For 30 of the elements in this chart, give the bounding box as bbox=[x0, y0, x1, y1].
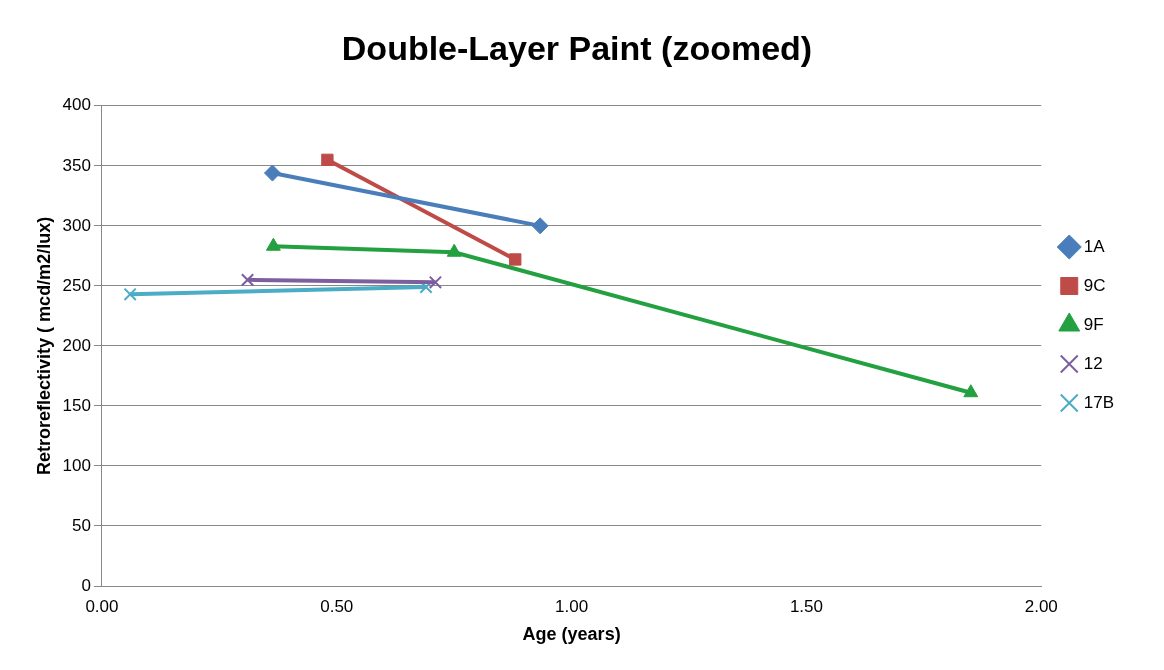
point bbox=[263, 164, 281, 182]
x-tick-label: 2.00 bbox=[1024, 596, 1058, 616]
legend-label: 1A bbox=[1083, 236, 1106, 256]
x-tick-label: 0.50 bbox=[320, 596, 354, 616]
y-tick-label: 400 bbox=[62, 95, 91, 115]
x-tick-label: 1.50 bbox=[789, 596, 823, 616]
point bbox=[428, 275, 443, 289]
point bbox=[963, 384, 979, 398]
legend-label: 12 bbox=[1083, 353, 1103, 373]
point bbox=[509, 253, 522, 266]
legend-label: 9F bbox=[1083, 314, 1104, 334]
point bbox=[531, 217, 549, 235]
y-axis-title: Retroreflectivity ( mcd/m2/lux) bbox=[33, 216, 54, 475]
y-tick-label: 50 bbox=[72, 515, 91, 535]
y-tick-label: 150 bbox=[62, 395, 91, 415]
x-axis-title: Age (years) bbox=[522, 624, 621, 645]
y-tick-label: 100 bbox=[62, 455, 91, 475]
y-tick-label: 350 bbox=[62, 155, 91, 175]
point bbox=[240, 273, 255, 287]
legend-label: 17B bbox=[1083, 392, 1114, 412]
point bbox=[123, 287, 137, 301]
y-tick-label: 200 bbox=[62, 335, 91, 355]
chart-title: Double-Layer Paint (zoomed) bbox=[341, 28, 813, 67]
legend-label: 9C bbox=[1083, 275, 1106, 295]
y-tick-label: 300 bbox=[62, 215, 91, 235]
y-tick-label: 250 bbox=[62, 275, 91, 295]
y-tick-label: 0 bbox=[81, 575, 91, 595]
x-tick-label: 0.00 bbox=[85, 596, 119, 616]
x-tick-label: 1.00 bbox=[555, 596, 589, 616]
point bbox=[321, 153, 334, 166]
